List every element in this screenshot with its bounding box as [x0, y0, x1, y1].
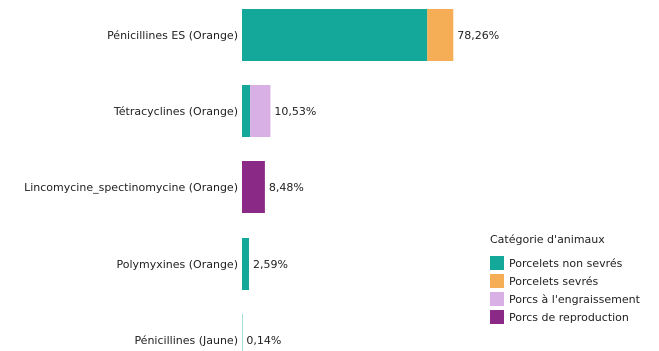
- total-label: 0,14%: [246, 334, 281, 347]
- bar-segment: [427, 9, 454, 61]
- legend-swatch: [490, 274, 504, 288]
- legend-label: Porcs de reproduction: [509, 311, 629, 324]
- category-label: Pénicillines (Jaune): [134, 334, 238, 347]
- category-labels: Pénicillines ES (Orange) Tétracyclines (O…: [24, 29, 238, 347]
- total-label: 78,26%: [457, 29, 499, 42]
- bar-segment: [242, 161, 265, 213]
- category-label: Polymyxines (Orange): [116, 258, 238, 271]
- category-label: Lincomycine_spectinomycine (Orange): [24, 181, 238, 194]
- total-label: 10,53%: [274, 105, 316, 118]
- legend-label: Porcs à l'engraissement: [509, 293, 641, 306]
- bars: [242, 9, 454, 351]
- legend-title: Catégorie d'animaux: [490, 233, 605, 246]
- category-label: Pénicillines ES (Orange): [107, 29, 238, 42]
- bar-segment: [242, 85, 251, 137]
- legend-label: Porcelets non sevrés: [509, 257, 623, 270]
- total-labels: 78,26% 10,53% 8,48% 2,59% 0,14%: [246, 29, 499, 347]
- legend-label: Porcelets sevrés: [509, 275, 598, 288]
- legend: Catégorie d'animaux Porcelets non sevrés…: [490, 233, 641, 324]
- bar-segment: [250, 85, 271, 137]
- category-label: Tétracyclines (Orange): [113, 105, 238, 118]
- total-label: 2,59%: [253, 258, 288, 271]
- legend-swatch: [490, 256, 504, 270]
- total-label: 8,48%: [269, 181, 304, 194]
- legend-items: Porcelets non sevrés Porcelets sevrés Porc…: [490, 256, 641, 324]
- legend-swatch: [490, 292, 504, 306]
- bar-segment: [242, 9, 428, 61]
- legend-swatch: [490, 310, 504, 324]
- bar-segment: [242, 238, 249, 290]
